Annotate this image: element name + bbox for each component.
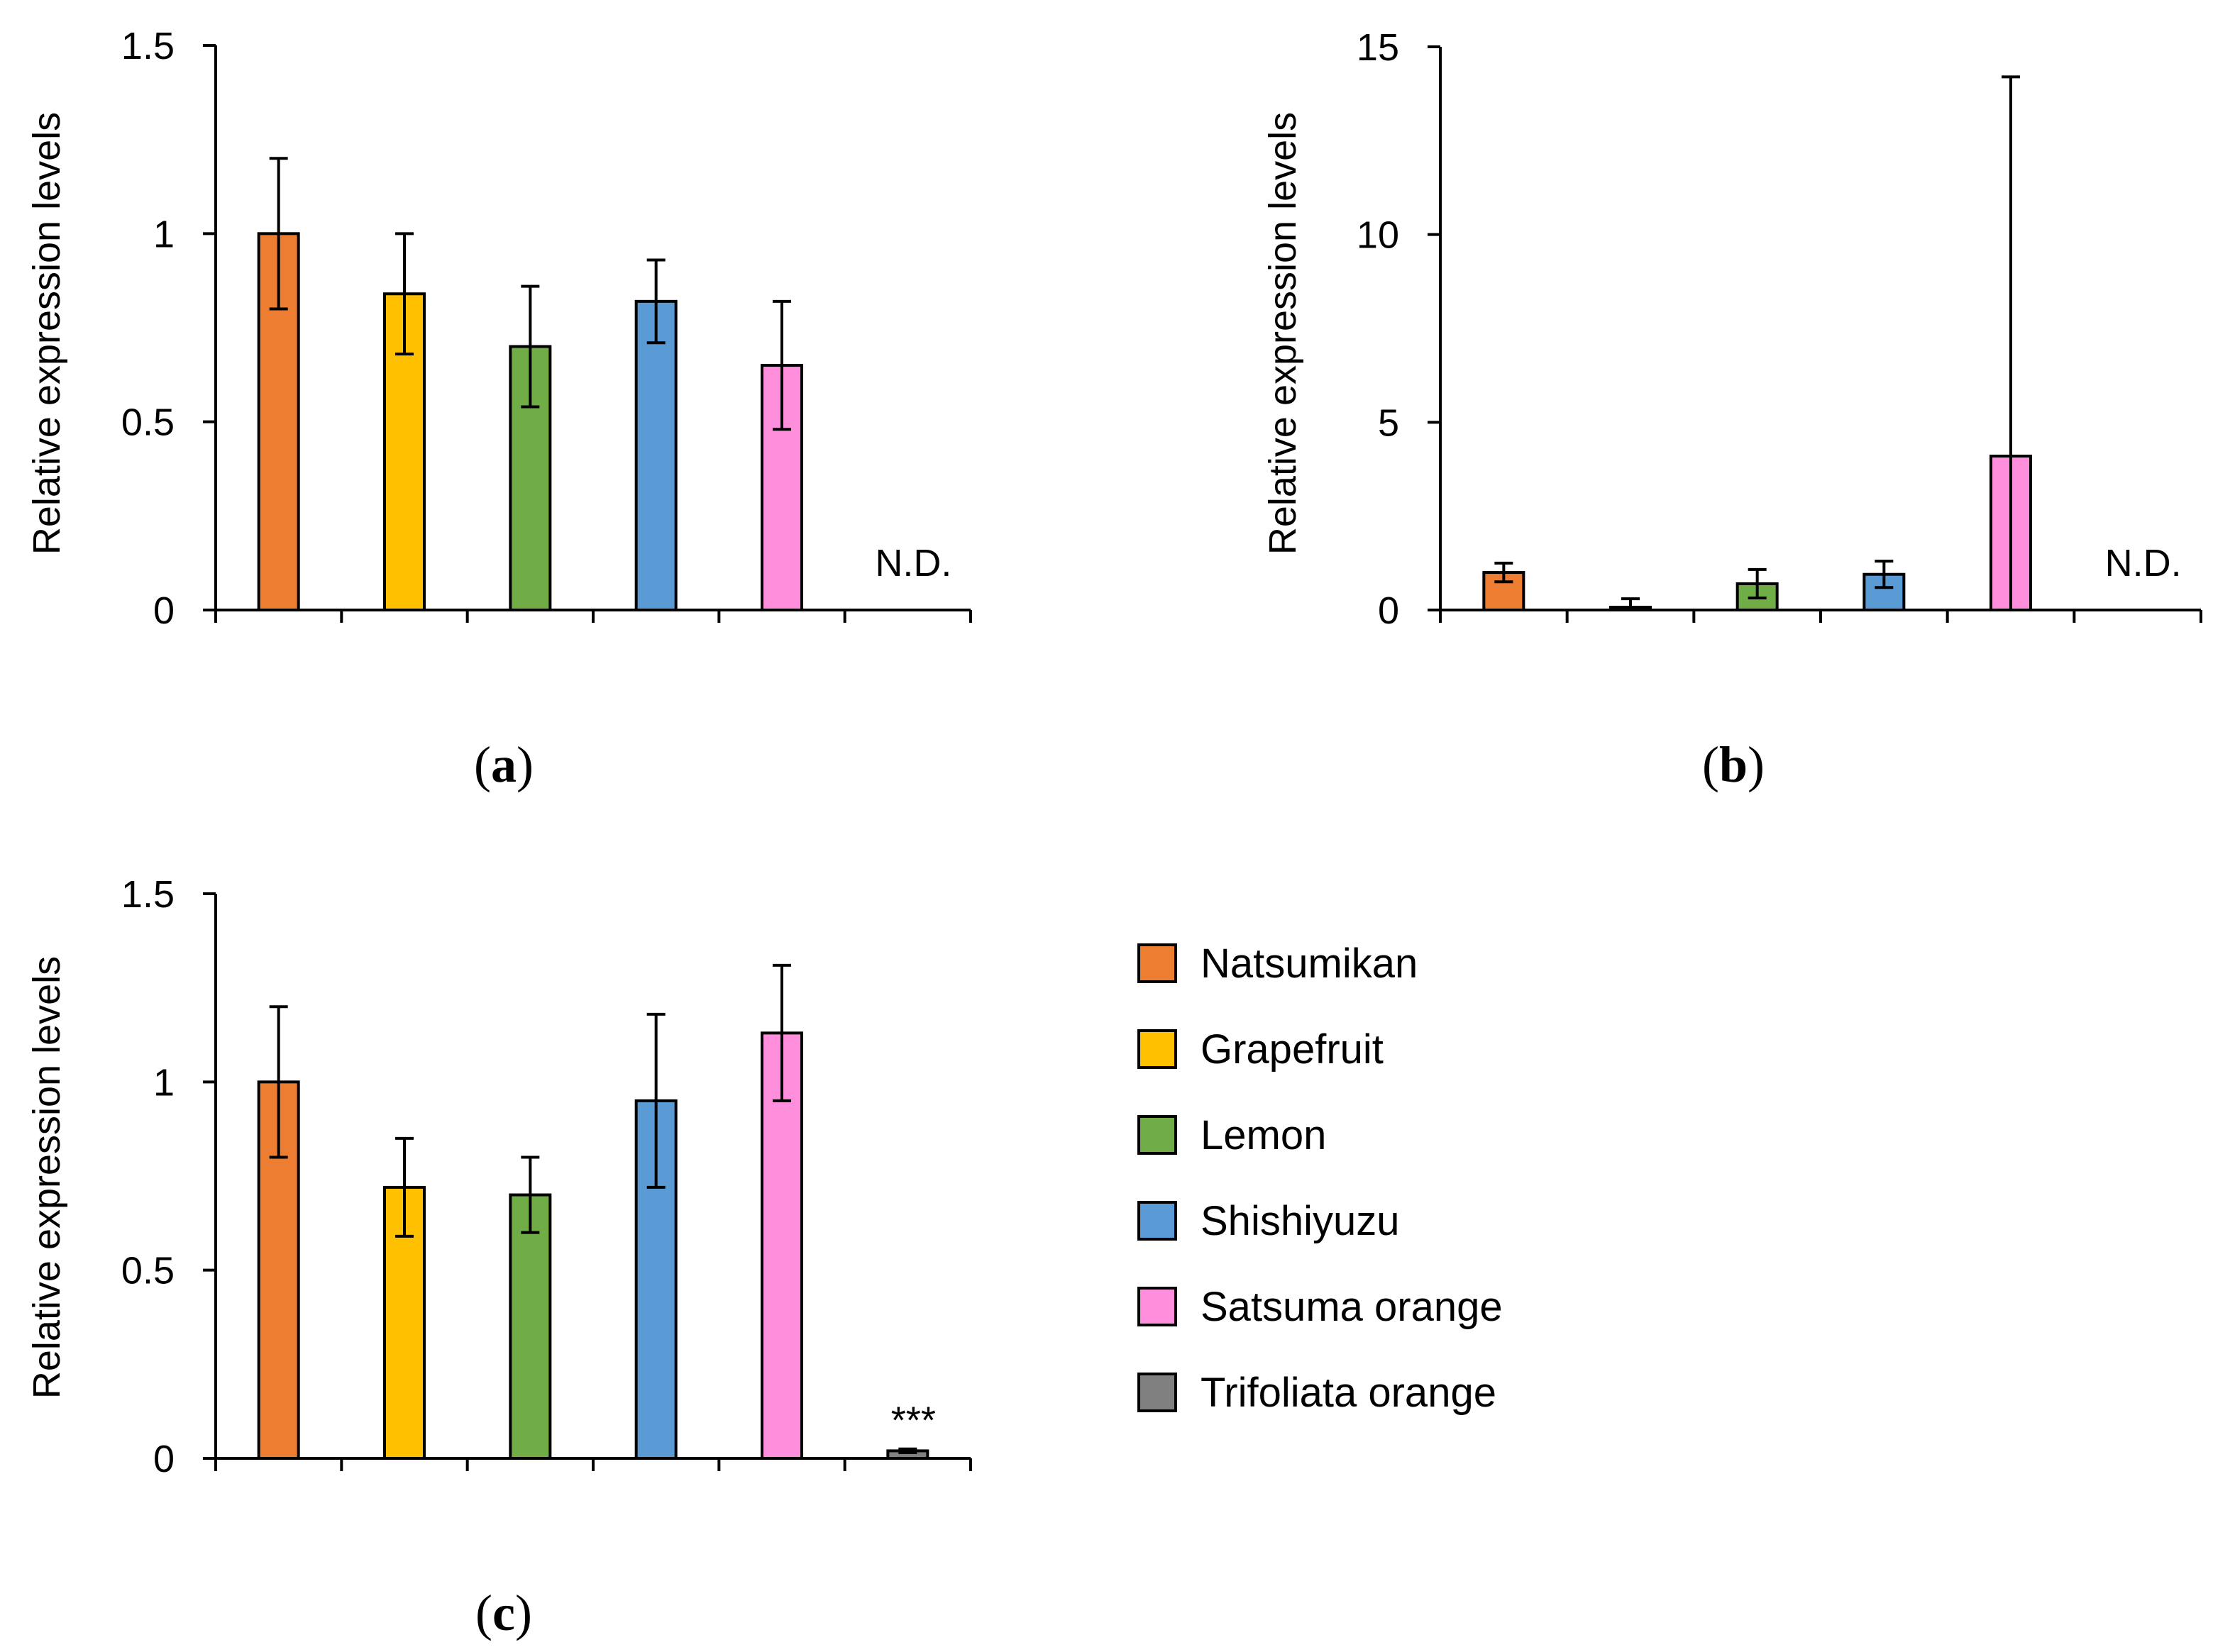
legend-swatch (1137, 1287, 1177, 1326)
panel-c-bar-4 (761, 1031, 803, 1460)
panel-c-ytick-label: 1 (153, 1061, 175, 1104)
panel-c-error-bar-2 (521, 1155, 540, 1234)
legend-label: Lemon (1201, 1112, 1326, 1158)
panel-a-error-bar-2 (521, 284, 540, 409)
legend: Natsumikan Grapefruit Lemon Shishiyuzu Satsu… (1137, 941, 1503, 1416)
legend-item: Shishiyuzu (1137, 1198, 1399, 1244)
panel-a-ytick-label: 0.5 (121, 401, 175, 444)
panel-b-annotation: N.D. (2105, 542, 2182, 584)
panel-b-ytick-label: 5 (1378, 401, 1399, 444)
panel-a-ytick-label: 0 (153, 589, 175, 632)
panel-c-ytick-label: 0 (153, 1438, 175, 1480)
legend-label: Shishiyuzu (1201, 1198, 1399, 1244)
panel-c-error-bar-0 (269, 1005, 288, 1159)
panel-c-annotation: *** (891, 1399, 936, 1442)
panel-a-annotation: N.D. (875, 542, 951, 584)
legend-item: Grapefruit (1137, 1026, 1384, 1072)
panel-a-error-bar-1 (395, 232, 414, 356)
panel-b-ytick-label: 0 (1378, 589, 1399, 632)
legend-swatch (1137, 1115, 1177, 1155)
legend-item: Trifoliata orange (1137, 1370, 1496, 1416)
panel-c-error-bar-4 (773, 963, 791, 1102)
legend-label: Trifoliata orange (1201, 1370, 1496, 1416)
panel-c-error-bar-1 (395, 1136, 414, 1238)
legend-swatch (1137, 943, 1177, 983)
panel-a-error-bar-0 (269, 157, 288, 311)
panel-c-caption: (c) (475, 1585, 532, 1641)
chart-panel-a: Relative expression levels 0 0.5 1 1.5 N.D. (26, 25, 972, 632)
panel-a-bar-0 (257, 232, 300, 612)
legend-item: Lemon (1137, 1112, 1326, 1158)
panel-a-error-bar-3 (646, 258, 666, 345)
panel-b-error-bar-4 (2002, 75, 2020, 611)
panel-c-error-bar-3 (646, 1012, 666, 1189)
panel-b-error-bar-0 (1494, 561, 1513, 584)
panel-b-error-bar-2 (1748, 567, 1767, 600)
panel-b-ylabel: Relative expression levels (1262, 112, 1304, 555)
legend-label: Satsuma orange (1201, 1284, 1503, 1330)
panel-a-ytick-label: 1 (153, 213, 175, 255)
chart-panel-b: Relative expression levels 0 5 10 15 N.D. (1262, 26, 2202, 632)
panel-b-ytick-label: 10 (1357, 214, 1399, 257)
panel-c-ytick-label: 0.5 (121, 1250, 175, 1292)
panel-b-error-bar-1 (1621, 597, 1640, 611)
legend-swatch (1137, 1373, 1177, 1412)
legend-label: Grapefruit (1201, 1026, 1384, 1072)
panel-a-error-bar-4 (773, 299, 791, 431)
panel-c-error-bar-5 (898, 1447, 917, 1455)
panel-a-ylabel: Relative expression levels (26, 112, 68, 555)
chart-panel-c: Relative expression levels 0 0.5 1 1.5 *** (26, 873, 972, 1480)
legend-swatch (1137, 1201, 1177, 1241)
panel-a-ytick-label: 1.5 (121, 25, 175, 67)
panel-b-caption: (b) (1702, 736, 1765, 793)
panel-c-ytick-label: 1.5 (121, 873, 175, 916)
legend-label: Natsumikan (1201, 941, 1418, 987)
panel-b-error-bar-3 (1875, 560, 1894, 589)
panel-a-bar-3 (634, 299, 678, 611)
legend-item: Satsuma orange (1137, 1284, 1503, 1330)
legend-item: Natsumikan (1137, 941, 1418, 987)
legend-swatch (1137, 1029, 1177, 1069)
panel-c-bar-2 (509, 1193, 552, 1460)
panel-c-ylabel: Relative expression levels (26, 956, 68, 1399)
panel-a-caption: (a) (474, 736, 534, 793)
panel-b-ytick-label: 15 (1357, 26, 1399, 69)
